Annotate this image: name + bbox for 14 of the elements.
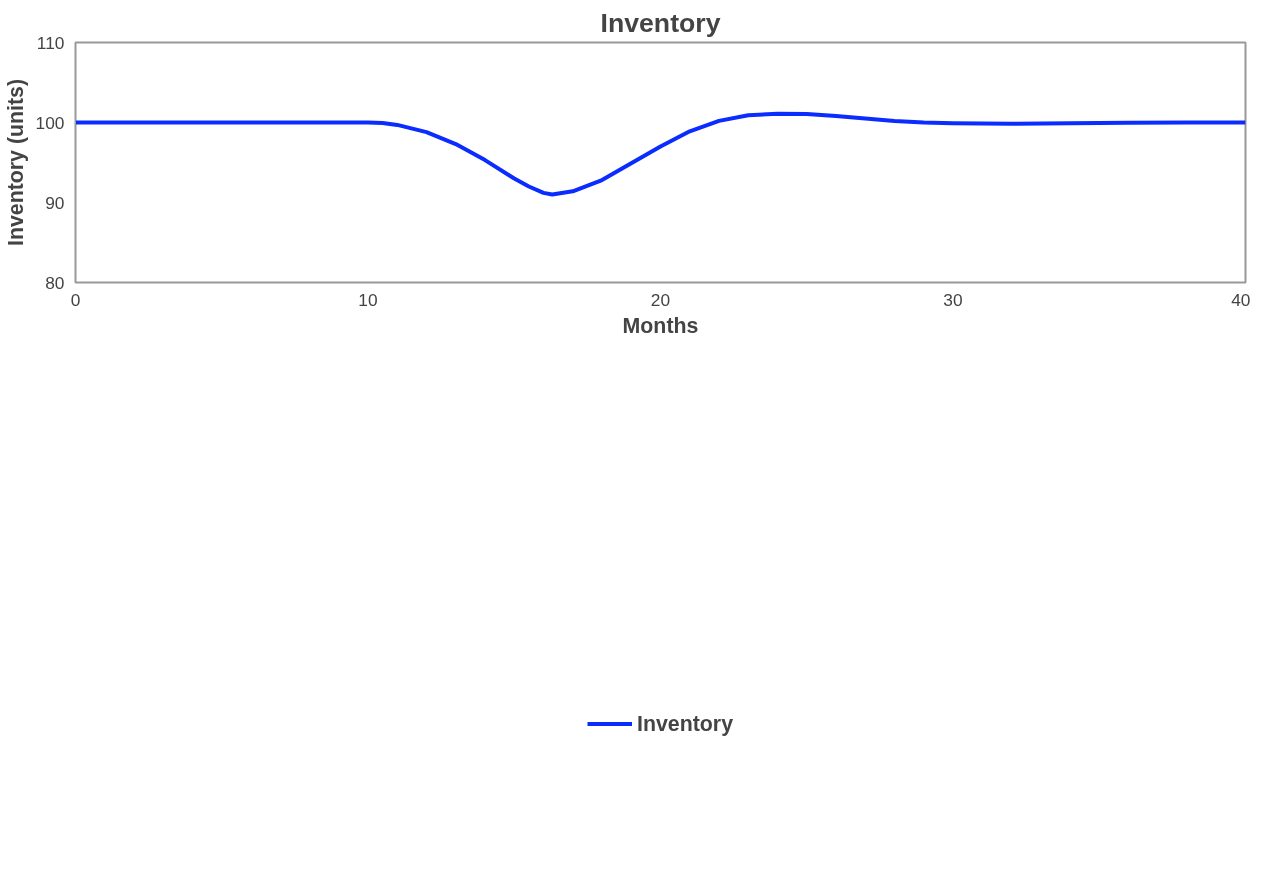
y-tick-label: 80 (45, 272, 65, 293)
chart-title: Inventory (600, 7, 721, 38)
x-tick-label: 20 (650, 289, 671, 310)
line-series (75, 111, 1246, 197)
legend-label: Inventory (637, 711, 733, 737)
x-tick-label: 0 (70, 289, 81, 310)
x-tick-label: 30 (943, 289, 963, 310)
y-tick-label: 100 (35, 112, 65, 133)
y-tick-label: 110 (36, 32, 65, 53)
y-axis-title: Inventory (units) (3, 78, 28, 247)
x-axis-title: Months (622, 313, 699, 338)
x-tick-label: 40 (1231, 289, 1251, 310)
x-tick-label: 10 (358, 289, 378, 310)
y-tick-label: 90 (45, 192, 65, 213)
